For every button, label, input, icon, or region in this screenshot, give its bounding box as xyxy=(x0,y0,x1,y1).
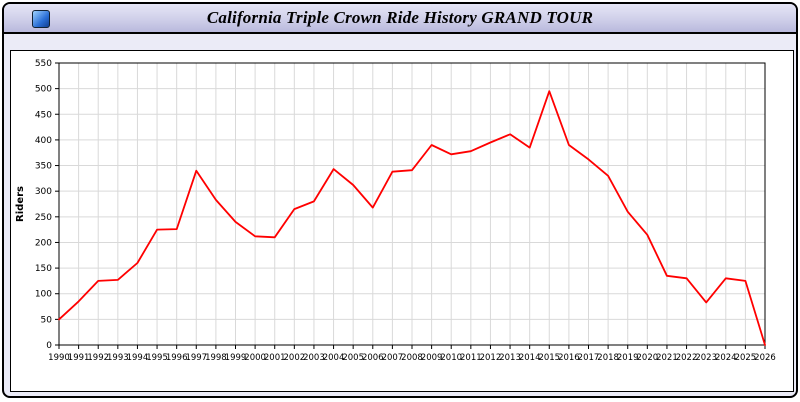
y-tick-label: 350 xyxy=(35,162,52,172)
x-tick-label: 1992 xyxy=(87,353,109,363)
x-tick-label: 2024 xyxy=(715,353,737,363)
x-tick-label: 2002 xyxy=(284,353,306,363)
window-icon xyxy=(32,10,50,28)
x-tick-label: 2013 xyxy=(499,353,521,363)
y-tick-label: 450 xyxy=(35,110,52,120)
x-tick-label: 2020 xyxy=(637,353,659,363)
x-tick-label: 1991 xyxy=(68,353,90,363)
x-tick-label: 2026 xyxy=(754,353,776,363)
y-tick-label: 250 xyxy=(35,213,52,223)
x-tick-label: 2014 xyxy=(519,353,541,363)
x-tick-label: 2000 xyxy=(244,353,266,363)
x-tick-label: 2015 xyxy=(538,353,560,363)
x-tick-label: 1996 xyxy=(166,353,188,363)
x-tick-label: 1993 xyxy=(107,353,129,363)
x-tick-label: 1995 xyxy=(146,353,168,363)
x-tick-label: 2005 xyxy=(342,353,364,363)
x-tick-label: 2016 xyxy=(558,353,580,363)
x-tick-label: 1994 xyxy=(127,353,149,363)
chart-panel: 0 50 100 150 200 250 300 350 400 450 500 550 1990 199… xyxy=(10,50,794,392)
riders-line-series xyxy=(58,90,766,346)
x-tick-label: 2007 xyxy=(382,353,404,363)
x-tick-label: 2011 xyxy=(460,353,482,363)
x-tick-label: 2023 xyxy=(695,353,717,363)
x-tick-label: 2021 xyxy=(656,353,678,363)
y-tick-label: 550 xyxy=(35,59,52,69)
x-tick-label: 2003 xyxy=(303,353,325,363)
y-tick-label: 50 xyxy=(41,315,53,325)
x-tick-label: 2008 xyxy=(401,353,423,363)
x-tick-label: 2012 xyxy=(480,353,502,363)
x-tick-label: 1999 xyxy=(225,353,247,363)
chart-svg: 0501001502002503003504004505005501990199… xyxy=(15,59,776,363)
y-tick-label: 200 xyxy=(35,238,52,248)
x-tick-label: 1997 xyxy=(185,353,207,363)
x-tick-label: 2022 xyxy=(676,353,698,363)
x-tick-label: 1998 xyxy=(205,353,227,363)
y-tick-label: 100 xyxy=(35,290,52,300)
x-tick-label: 1990 xyxy=(48,353,70,363)
x-tick-label: 2004 xyxy=(323,353,345,363)
y-tick-label: 300 xyxy=(35,187,52,197)
x-tick-label: 2019 xyxy=(617,353,639,363)
x-tick-label: 2018 xyxy=(597,353,619,363)
window-title: California Triple Crown Ride History GRA… xyxy=(206,8,594,27)
x-tick-label: 2017 xyxy=(578,353,600,363)
x-tick-label: 2006 xyxy=(362,353,384,363)
y-axis-label: Riders xyxy=(15,186,26,222)
x-tick-label: 2001 xyxy=(264,353,286,363)
y-tick-label: 400 xyxy=(35,136,52,146)
x-tick-label: 2010 xyxy=(440,353,462,363)
x-tick-label: 2009 xyxy=(421,353,443,363)
title-bar: California Triple Crown Ride History GRA… xyxy=(4,4,796,34)
x-tick-label: 2025 xyxy=(735,353,757,363)
y-tick-label: 0 xyxy=(46,341,52,351)
y-tick-label: 150 xyxy=(35,264,52,274)
y-tick-label: 500 xyxy=(35,85,52,95)
